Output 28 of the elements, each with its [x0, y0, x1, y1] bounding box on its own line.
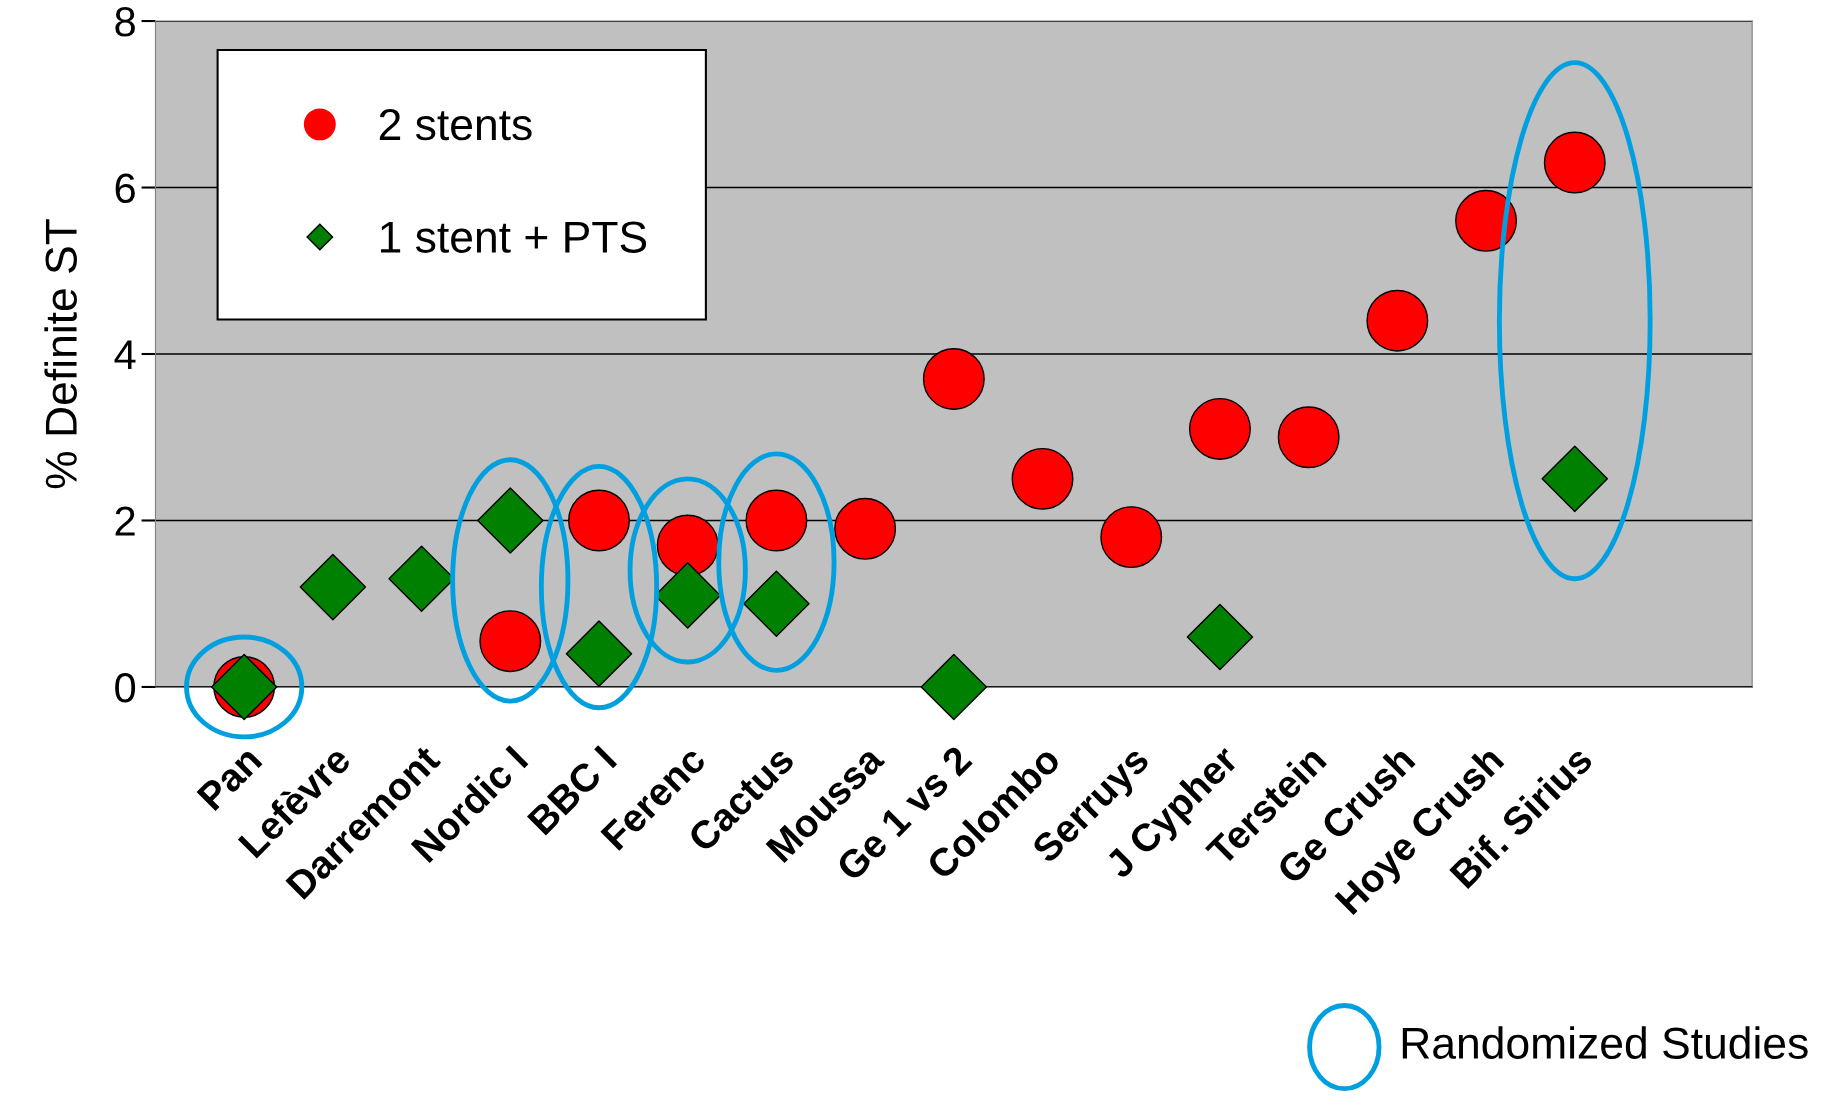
point	[1186, 603, 1254, 671]
point	[743, 570, 810, 637]
y-tick-label: 6	[115, 173, 135, 204]
point	[1541, 445, 1609, 513]
y-tick-label: 2	[115, 506, 135, 536]
point	[920, 653, 988, 721]
point	[565, 620, 633, 687]
point	[1277, 406, 1340, 469]
point	[1455, 189, 1518, 252]
point	[1011, 447, 1074, 510]
legend-label: 2 stents	[379, 108, 532, 141]
text: Randomized Studies	[1402, 1026, 1808, 1059]
point	[568, 489, 630, 552]
point	[479, 610, 542, 673]
y-tick-label: 4	[114, 340, 136, 370]
point	[1366, 289, 1429, 352]
point	[745, 489, 808, 552]
point	[922, 348, 985, 410]
y-axis-title: % Definite ST	[44, 219, 77, 489]
y-tick-label: 8	[115, 7, 135, 37]
point	[834, 497, 897, 560]
point	[299, 553, 367, 621]
point	[1100, 506, 1163, 569]
point	[477, 487, 544, 554]
legend-label: 1 stent + PTS	[380, 221, 647, 253]
point	[1543, 131, 1606, 194]
point	[1188, 397, 1251, 460]
y-tick-label: 0	[115, 672, 136, 703]
